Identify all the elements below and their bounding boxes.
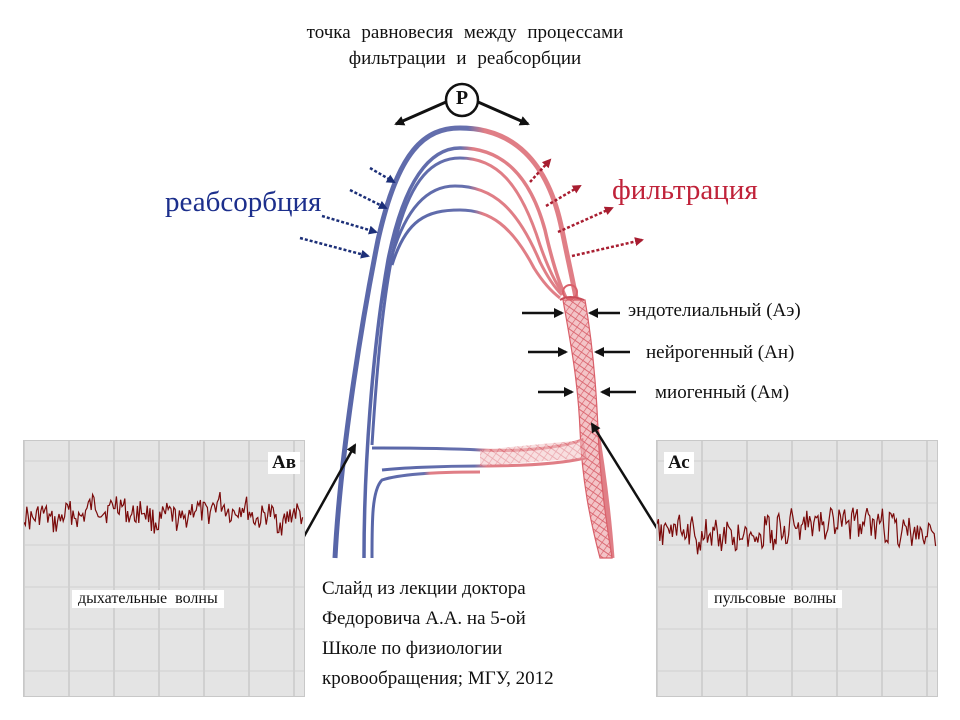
pulse-wave-panel	[656, 440, 938, 697]
reabsorption-label: реабсорбция	[165, 186, 322, 218]
reabsorption-arrows	[299, 166, 396, 259]
caption-line-4: кровообращения; МГУ, 2012	[322, 668, 554, 689]
caption-line-2: Федоровича А.А. на 5-ой	[322, 608, 526, 629]
signal-trace	[657, 506, 937, 555]
diagram-title-line-1: точка равновесия между процессами	[306, 22, 624, 43]
point-p-circle	[444, 82, 480, 118]
respiratory-wave-panel	[23, 440, 305, 697]
pulse-waves-label: пульсовые волны	[708, 590, 843, 608]
diagram-title-line-2: фильтрации и реабсорбции	[348, 48, 582, 69]
mechanism-myogenic: миогенный (Ам)	[655, 382, 790, 403]
respiratory-waves-label: дыхательные волны	[72, 590, 224, 608]
mechanism-neurogenic: нейрогенный (Ан)	[646, 342, 795, 363]
filtration-label: фильтрация	[612, 174, 758, 206]
point-p-label: Р	[455, 87, 469, 109]
slide-caption: Слайд из лекции доктора Федоровича А.А. …	[322, 574, 622, 694]
caption-line-1: Слайд из лекции доктора	[322, 578, 526, 599]
panel-label-av: Ав	[268, 452, 300, 474]
filtration-arrows	[529, 158, 644, 258]
signal-trace	[24, 491, 304, 536]
respiratory-wave-trace	[24, 441, 304, 696]
mechanism-endothelial: эндотелиальный (Аэ)	[628, 300, 801, 321]
panel-label-as: Ас	[664, 452, 694, 474]
caption-line-3: Школе по физиологии	[322, 638, 503, 659]
pulse-wave-trace	[657, 441, 937, 696]
